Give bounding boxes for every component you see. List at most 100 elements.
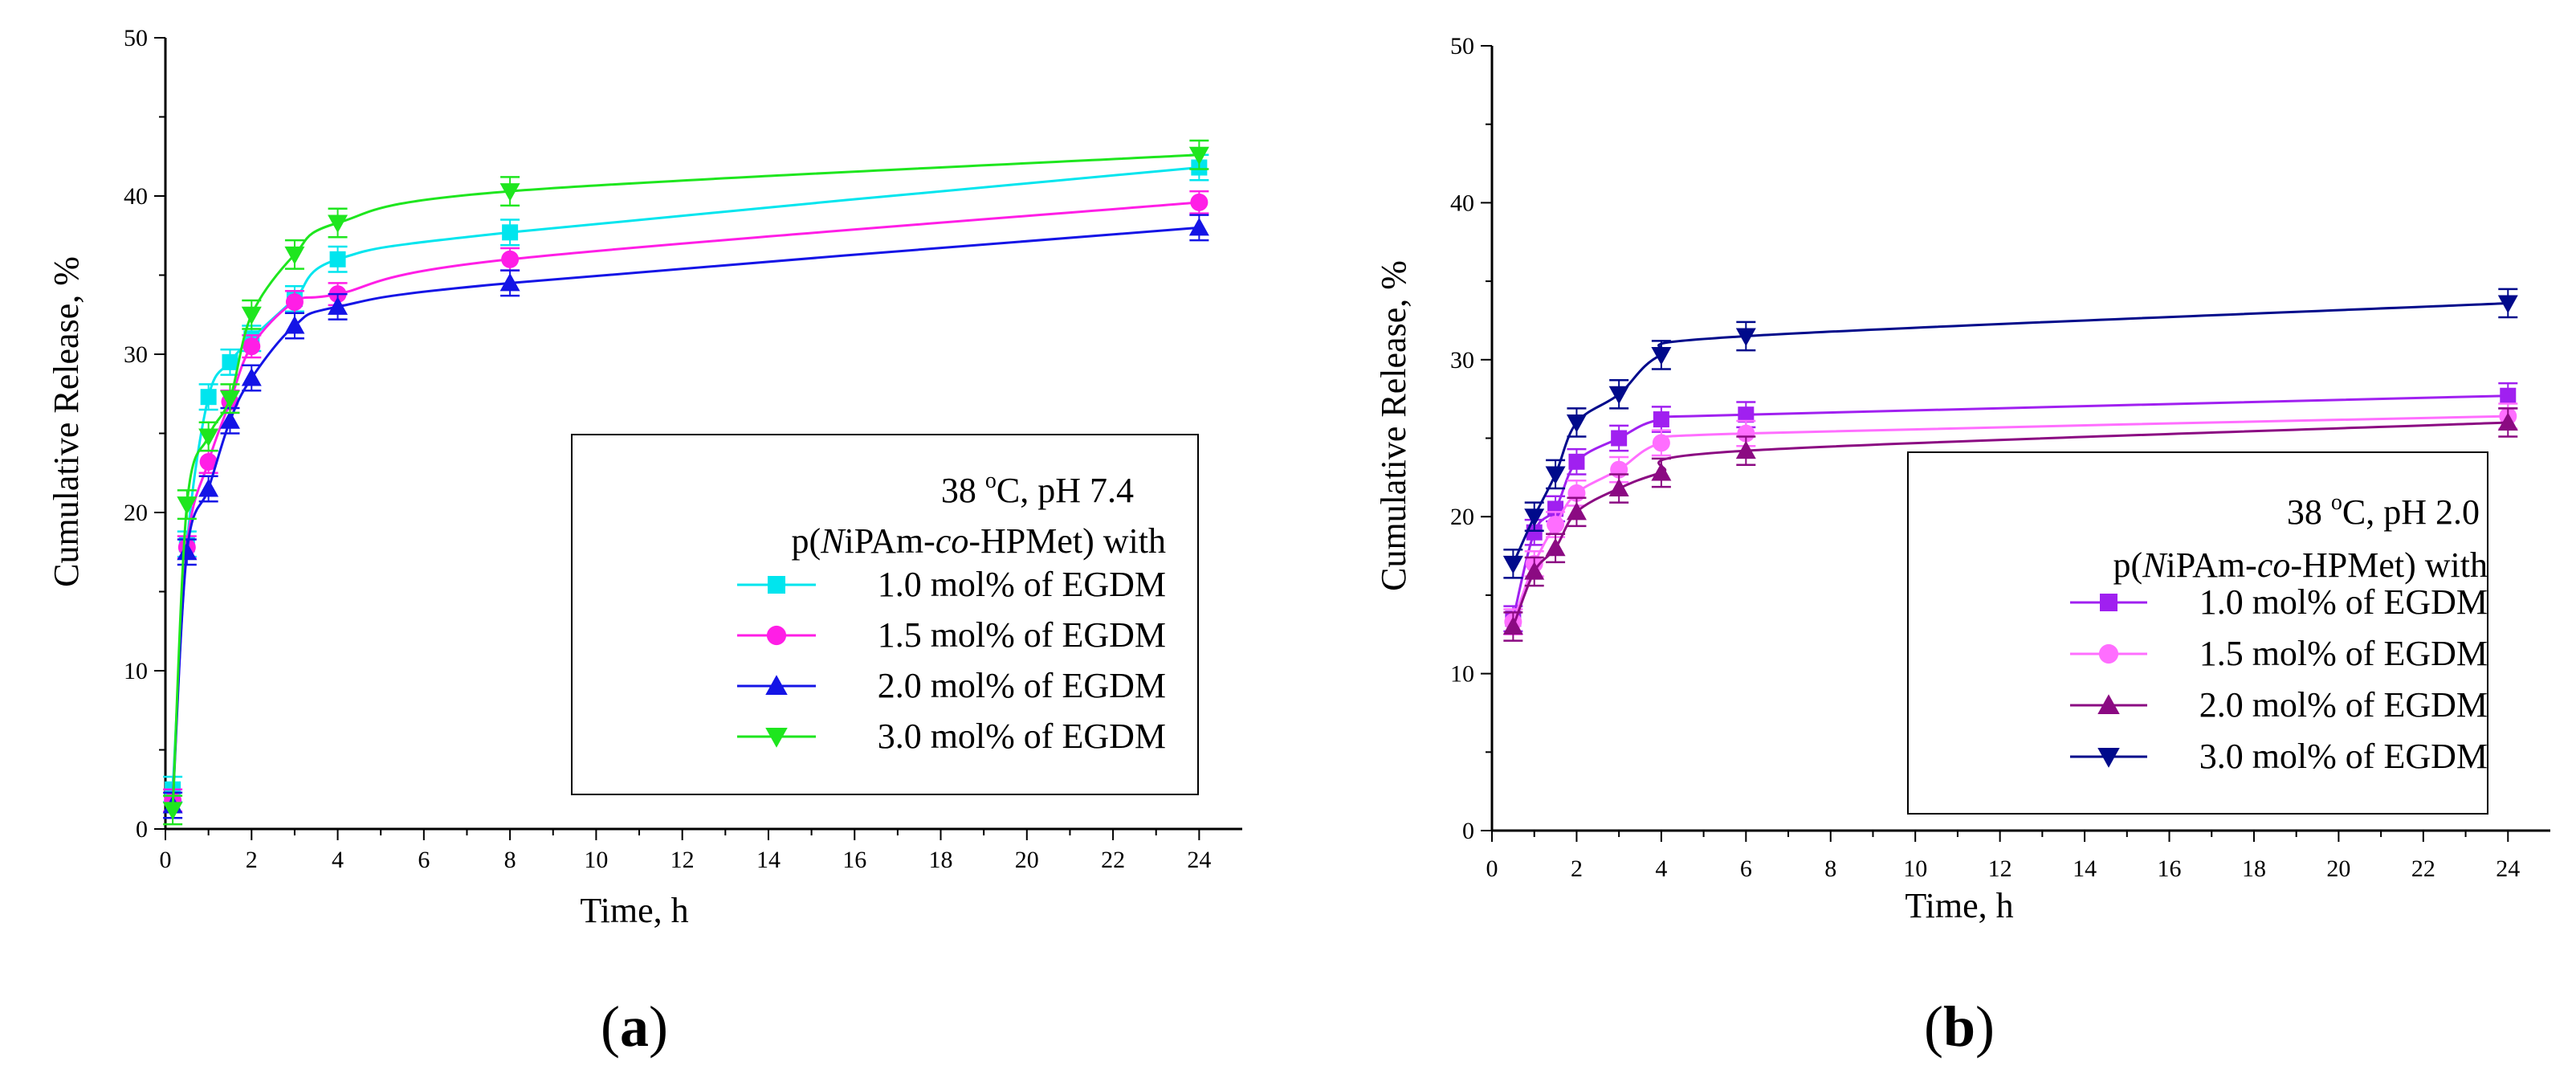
x-tick-label-a: 8 — [504, 847, 516, 873]
data-point — [198, 478, 219, 497]
y-tick-label-a: 50 — [124, 25, 148, 51]
x-tick-label-b: 14 — [2073, 855, 2097, 882]
data-point — [1190, 193, 1209, 211]
data-point — [1188, 217, 1209, 236]
y-tick-label-b: 10 — [1450, 661, 1474, 688]
y-axis-label-b: Cumulative Release, % — [1374, 260, 1413, 591]
data-point — [1566, 414, 1587, 433]
legend-b: 38 oC, pH 2.0 p(NiPAm-co-HPMet) with 1.0… — [1907, 451, 2488, 815]
x-tick-label-b: 10 — [1903, 855, 1927, 882]
legend-marker — [768, 576, 785, 594]
data-point — [1651, 346, 1672, 365]
data-point — [1608, 478, 1629, 497]
y-tick-label-b: 30 — [1450, 347, 1474, 374]
x-tick-label-a: 16 — [842, 847, 866, 873]
y-tick-label-b: 40 — [1450, 190, 1474, 216]
x-axis-label-b: Time, h — [1905, 886, 2013, 925]
data-point — [284, 246, 305, 265]
y-tick-label-a: 20 — [124, 500, 148, 526]
legend-polymer-b: p(NiPAm-co-HPMet) with — [2113, 545, 2488, 585]
data-point — [1524, 508, 1545, 527]
x-tick-label-a: 4 — [332, 847, 344, 873]
legend-entry-label: 1.0 mol% of EGDM — [2199, 582, 2488, 622]
x-tick-label-a: 22 — [1101, 847, 1125, 873]
legend-entries-b: 1.0 mol% of EGDM 1.5 mol% of EGDM 2.0 mol%… — [2070, 582, 2488, 776]
y-tick-label-a: 40 — [124, 183, 148, 210]
y-tick-label-a: 30 — [124, 341, 148, 368]
legend-box-a — [571, 434, 1199, 795]
data-point — [1524, 561, 1545, 580]
legend-marker — [2097, 748, 2120, 768]
legend-marker — [766, 625, 787, 646]
data-point — [177, 496, 198, 515]
x-tick-label-b: 24 — [2496, 855, 2520, 882]
data-point — [1188, 146, 1209, 165]
x-tick-label-a: 12 — [670, 847, 695, 873]
legend-entry-label: 3.0 mol% of EGDM — [2199, 737, 2488, 776]
x-tick-label-a: 20 — [1015, 847, 1039, 873]
x-tick-label-a: 10 — [584, 847, 608, 873]
x-tick-label-b: 18 — [2242, 855, 2266, 882]
data-point — [200, 389, 217, 406]
y-tick-label-b: 50 — [1450, 33, 1474, 59]
data-point — [1568, 453, 1585, 470]
data-point — [329, 251, 346, 267]
x-tick-label-a: 2 — [246, 847, 258, 873]
data-point — [1653, 411, 1669, 428]
data-point — [1502, 555, 1523, 574]
data-point — [1735, 440, 1756, 459]
data-point — [328, 214, 348, 233]
data-point — [219, 410, 240, 429]
legend-entry-label: 3.0 mol% of EGDM — [878, 717, 1166, 756]
data-point — [1737, 424, 1755, 443]
x-tick-label-b: 2 — [1571, 855, 1583, 882]
series-a-4 — [162, 139, 1209, 826]
legend-polymer-a: p(NiPAm-co-HPMet) with — [791, 521, 1166, 561]
legend-entry-label: 1.5 mol% of EGDM — [2199, 634, 2488, 673]
legend-box-b — [1907, 451, 2488, 815]
data-point — [241, 306, 262, 325]
series-b-3 — [1502, 407, 2518, 642]
legend-marker — [765, 675, 788, 695]
legend-marker — [2100, 594, 2117, 611]
legend-entry-label: 2.0 mol% of EGDM — [2199, 685, 2488, 725]
data-point — [241, 368, 262, 386]
data-point — [501, 250, 520, 268]
legend-marker — [2098, 643, 2119, 664]
data-point — [499, 272, 520, 292]
data-point — [2497, 412, 2518, 431]
legend-marker — [765, 728, 788, 748]
legend-marker — [2097, 694, 2120, 714]
data-point — [1738, 406, 1755, 423]
x-tick-label-b: 0 — [1486, 855, 1498, 882]
data-point — [222, 353, 238, 370]
y-tick-label-a: 10 — [124, 658, 148, 684]
data-point — [285, 292, 304, 311]
data-point — [243, 337, 261, 356]
x-tick-label-b: 6 — [1740, 855, 1752, 882]
data-point — [1566, 501, 1587, 521]
data-point — [328, 296, 348, 315]
x-tick-label-a: 6 — [418, 847, 430, 873]
data-point — [1502, 616, 1523, 635]
data-point — [1526, 524, 1543, 541]
data-point — [1608, 386, 1629, 405]
data-point — [2497, 295, 2518, 313]
y-tick-label-b: 20 — [1450, 504, 1474, 530]
legend-a: 38 oC, pH 7.4 p(NiPAm-co-HPMet) with 1.0… — [571, 434, 1199, 795]
data-point — [1547, 515, 1565, 533]
x-tick-label-b: 20 — [2326, 855, 2350, 882]
x-tick-label-a: 0 — [160, 847, 172, 873]
data-point — [1735, 328, 1756, 346]
legend-entry-label: 1.5 mol% of EGDM — [878, 615, 1166, 655]
panel-label-a: (a) — [601, 994, 668, 1059]
data-point — [162, 802, 183, 820]
data-point — [499, 183, 520, 202]
legend-condition-b: 38 oC, pH 2.0 — [2287, 490, 2480, 532]
data-point — [1611, 430, 1628, 447]
panel-label-b: (b) — [1924, 994, 1995, 1059]
data-point — [177, 541, 198, 561]
